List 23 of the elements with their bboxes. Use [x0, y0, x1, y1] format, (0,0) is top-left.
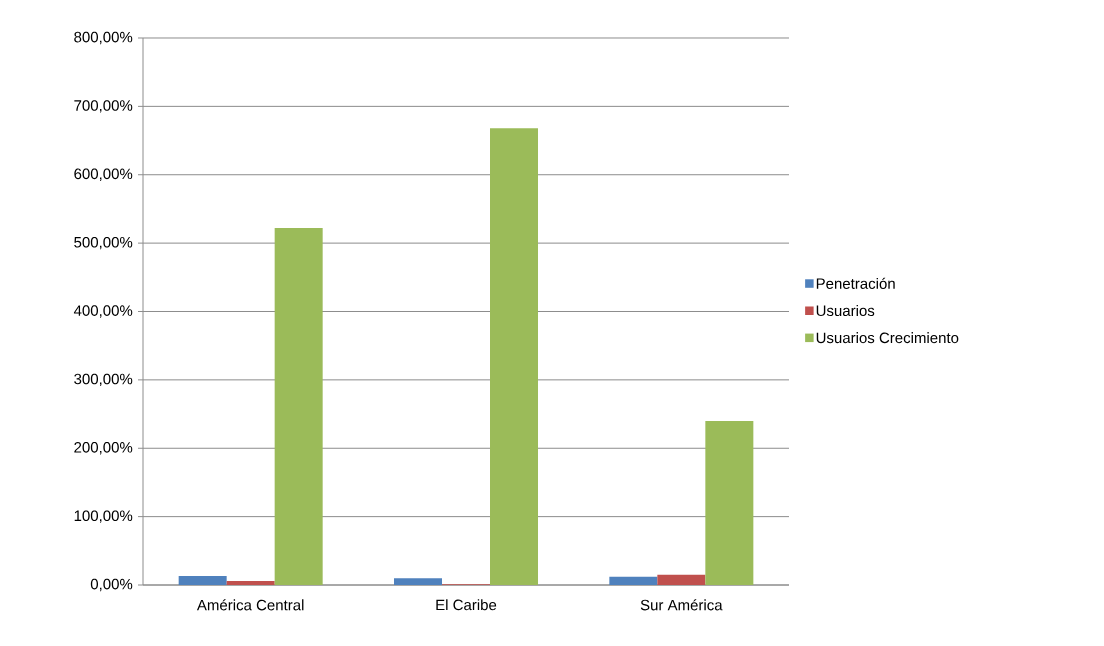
- y-tick-label: 300,00%: [74, 373, 133, 387]
- bar: [178, 576, 227, 585]
- y-tick-label: 500,00%: [74, 236, 133, 250]
- y-tick-label: 0,00%: [90, 578, 133, 592]
- bar: [609, 576, 658, 585]
- legend-label: Usuarios Crecimiento: [816, 332, 959, 344]
- legend-label: Usuarios: [816, 305, 875, 317]
- y-tick-label: 800,00%: [74, 31, 133, 45]
- x-tick-label: América Central: [196, 599, 304, 611]
- x-tick-label: El Caribe: [436, 599, 497, 611]
- bar: [394, 578, 442, 585]
- y-tick-label: 200,00%: [74, 442, 133, 455]
- y-tick-label: 700,00%: [74, 100, 133, 113]
- bar: [490, 128, 539, 585]
- bar: [274, 228, 323, 585]
- bar: [705, 420, 754, 585]
- bar: [226, 580, 275, 585]
- legend-label: Penetración: [816, 277, 895, 289]
- y-tick-label: 400,00%: [73, 305, 133, 318]
- y-tick-label: 600,00%: [74, 168, 133, 181]
- bar: [657, 574, 706, 585]
- y-tick-label: 100,00%: [74, 510, 133, 523]
- x-tick-label: Sur América: [640, 599, 723, 611]
